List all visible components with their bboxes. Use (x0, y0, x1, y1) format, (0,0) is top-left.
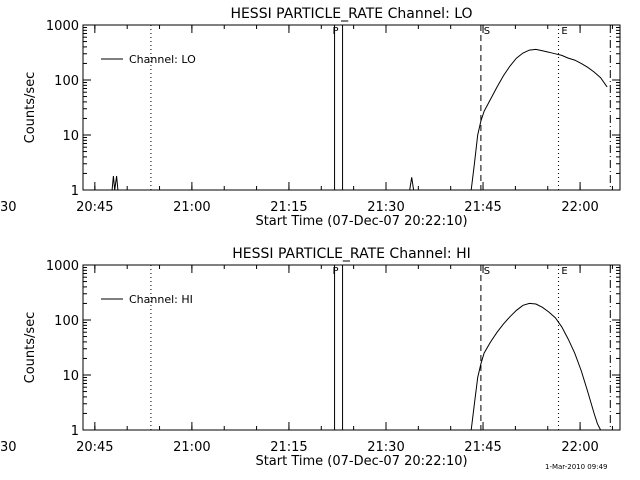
y-tick-label: 1 (71, 424, 79, 439)
x-tick-label: 20:45 (76, 200, 113, 215)
x-axis-label: Start Time (07-Dec-07 20:22:10) (255, 454, 467, 469)
marker-label-p: P (333, 26, 339, 37)
x-tick-label: 21:45 (464, 200, 501, 215)
series-line (470, 48, 608, 191)
legend-label: Channel: LO (129, 53, 196, 66)
marker-label-p: P (333, 266, 339, 277)
y-tick-label: 10 (62, 369, 79, 384)
marker-label-e: E (561, 26, 567, 37)
x-tick-label: 21:45 (464, 440, 501, 455)
footer-timestamp: 1-Mar-2010 09:49 (545, 463, 608, 471)
series-line (409, 177, 415, 191)
series-line (111, 175, 119, 191)
marker-label-s: S (484, 26, 490, 37)
y-tick-label: 100 (54, 314, 79, 329)
y-tick-label: 10 (62, 129, 79, 144)
y-tick-label: 100 (54, 74, 79, 89)
x-tick-label: 20:30 (0, 440, 17, 455)
x-tick-label: 22:00 (561, 440, 598, 455)
plot-frame (82, 24, 621, 191)
y-tick-label: 1 (71, 184, 79, 199)
x-tick-label: 22:00 (561, 200, 598, 215)
marker-label-s: S (484, 266, 490, 277)
x-tick-label: 20:30 (0, 200, 17, 215)
chart-title: HESSI PARTICLE_RATE Channel: LO (230, 6, 472, 22)
x-tick-label: 21:15 (270, 440, 307, 455)
chart-title: HESSI PARTICLE_RATE Channel: HI (232, 246, 470, 262)
y-axis-label: Counts/sec (23, 312, 38, 384)
x-tick-label: 21:15 (270, 200, 307, 215)
x-tick-label: 21:00 (173, 200, 210, 215)
y-tick-label: 1000 (46, 259, 79, 274)
x-tick-label: 21:30 (367, 440, 404, 455)
y-tick-label: 1000 (46, 19, 79, 34)
x-tick-label: 21:00 (173, 440, 210, 455)
x-axis-label: Start Time (07-Dec-07 20:22:10) (255, 214, 467, 229)
plot-frame (82, 264, 621, 431)
marker-label-e: E (561, 266, 567, 277)
x-tick-label: 21:30 (367, 200, 404, 215)
legend-label: Channel: HI (129, 293, 193, 306)
x-tick-label: 20:45 (76, 440, 113, 455)
y-axis-label: Counts/sec (23, 72, 38, 144)
series-line (470, 302, 602, 431)
